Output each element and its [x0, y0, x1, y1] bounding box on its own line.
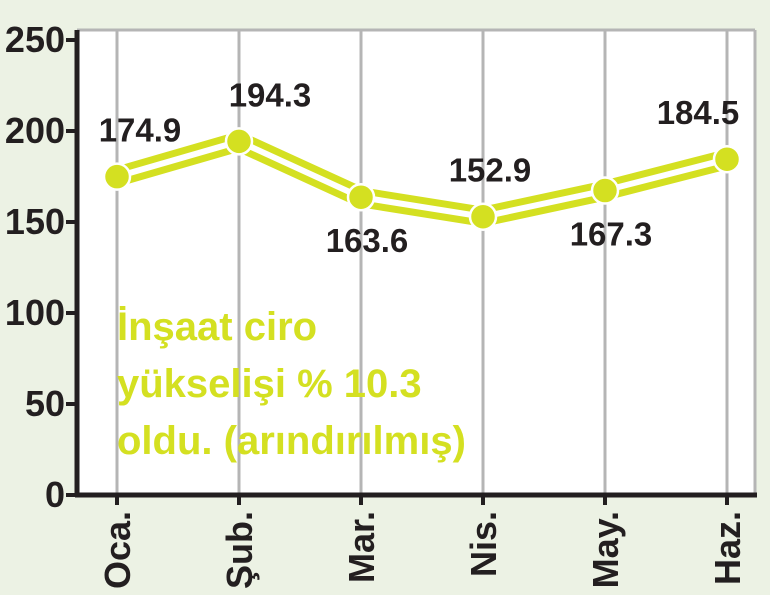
data-label: 194.3 — [229, 76, 312, 113]
y-tick-label: 0 — [45, 474, 65, 515]
data-point — [590, 176, 620, 205]
y-tick-labels: 0 50 100 150 200 250 — [5, 19, 77, 515]
y-tick-label: 250 — [5, 19, 65, 60]
plot-background — [77, 30, 755, 495]
chart-annotation: İnşaat ciro yükselişi % 10.3 oldu. (arın… — [117, 305, 466, 463]
data-points — [102, 127, 742, 231]
axes — [74, 30, 757, 498]
x-tick-label: Oca. — [97, 511, 138, 589]
x-tick-label: Şub. — [219, 511, 260, 589]
x-tick-labels: Oca. Şub. Mar. Nis. May. Haz. — [97, 495, 748, 589]
data-label: 167.3 — [570, 216, 653, 253]
y-tick-label: 200 — [5, 110, 65, 151]
data-point — [346, 182, 376, 212]
data-point — [102, 162, 132, 191]
data-point — [712, 144, 742, 174]
x-tick-label: Mar. — [341, 511, 382, 583]
data-point — [468, 202, 498, 231]
data-labels: 174.9 194.3 163.6 152.9 167.3 184.5 — [99, 76, 740, 259]
data-label: 163.6 — [326, 222, 409, 259]
data-label: 184.5 — [657, 94, 740, 131]
y-tick-label: 100 — [5, 292, 65, 333]
annotation-line-1: İnşaat ciro — [117, 305, 317, 349]
annotation-line-3: oldu. (arındırılmış) — [117, 419, 466, 463]
data-point — [224, 127, 254, 156]
y-tick-label: 150 — [5, 201, 65, 242]
grid-lines — [77, 28, 757, 495]
x-tick-label: May. — [585, 511, 626, 588]
annotation-line-2: yükselişi % 10.3 — [117, 362, 422, 406]
series-line — [114, 130, 730, 227]
x-tick-label: Haz. — [707, 511, 748, 585]
data-label: 152.9 — [449, 152, 532, 189]
data-label: 174.9 — [99, 112, 182, 149]
series-line-core — [116, 138, 728, 220]
x-tick-label: Nis. — [463, 511, 504, 577]
y-tick-label: 50 — [25, 383, 65, 424]
